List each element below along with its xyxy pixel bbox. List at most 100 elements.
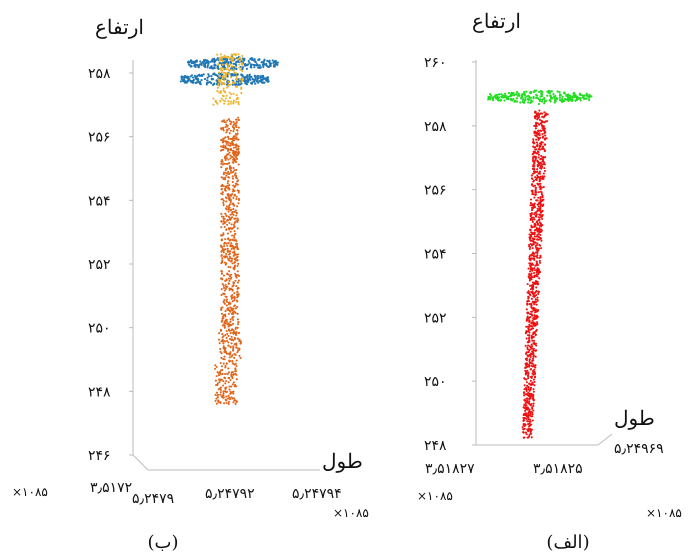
scatter-point [558, 93, 562, 96]
scatter-point [532, 404, 535, 407]
scatter-point [187, 63, 191, 66]
scatter-point [223, 402, 226, 405]
scatter-point [206, 64, 209, 67]
scatter-point [240, 58, 243, 61]
scatter-point [225, 131, 228, 134]
scatter-point [223, 241, 226, 244]
scatter-point [537, 153, 541, 156]
scatter-point [269, 64, 272, 68]
scatter-point [225, 162, 228, 166]
scatter-point [533, 368, 536, 371]
scatter-point [224, 340, 227, 343]
scatter-point [230, 100, 233, 103]
scatter-point [539, 167, 542, 170]
scatter-point [230, 355, 233, 358]
scatter-point [535, 303, 538, 306]
scatter-point [232, 390, 235, 393]
scatter-point [224, 126, 227, 129]
scatter-point [496, 98, 499, 101]
scatter-point [530, 99, 533, 102]
scatter-point [535, 152, 538, 155]
scatter-point [538, 218, 541, 221]
scatter-point [231, 140, 234, 143]
scatter-point [229, 309, 232, 312]
scatter-point [526, 399, 529, 402]
scatter-point [220, 262, 223, 265]
scatter-point [528, 394, 531, 397]
scatter-point [516, 94, 519, 97]
scatter-point [232, 208, 235, 211]
scatter-point [226, 247, 229, 250]
scatter-point [543, 150, 546, 153]
scatter-point [530, 278, 533, 281]
scatter-point [217, 338, 221, 341]
scatter-point [215, 83, 218, 86]
scatter-point [530, 310, 533, 313]
scatter-point [235, 168, 238, 172]
scatter-point [531, 362, 534, 365]
panel-b-scale-note-left: ×۱۰۸۵ [12, 485, 48, 499]
scatter-point [223, 90, 226, 93]
scatter-point [238, 354, 241, 357]
scatter-point [530, 216, 534, 219]
scatter-point [540, 204, 543, 207]
scatter-point [235, 378, 238, 381]
scatter-point [196, 80, 199, 83]
scatter-point [548, 99, 551, 102]
scatter-point [229, 199, 233, 202]
scatter-point [223, 346, 226, 350]
scatter-point [527, 337, 530, 340]
scatter-point [235, 244, 238, 247]
scatter-point [221, 333, 224, 336]
scatter-point [228, 396, 231, 399]
scatter-point [232, 322, 235, 325]
scatter-point [537, 238, 540, 241]
scatter-point [222, 392, 225, 395]
scatter-point [232, 332, 236, 335]
scatter-point [230, 171, 233, 174]
scatter-point [538, 209, 542, 212]
scatter-point [553, 101, 556, 104]
scatter-point [534, 355, 537, 358]
scatter-point [535, 263, 538, 266]
scatter-point [533, 203, 536, 206]
scatter-point [533, 235, 536, 238]
scatter-point [531, 407, 534, 410]
scatter-point [207, 74, 211, 78]
scatter-point [222, 126, 225, 129]
scatter-point [545, 137, 548, 140]
scatter-point [529, 353, 532, 356]
scatter-point [223, 355, 226, 358]
scatter-point [221, 338, 224, 341]
scatter-point [222, 274, 226, 277]
scatter-point [527, 329, 530, 332]
scatter-point [523, 93, 526, 96]
scatter-point [235, 401, 238, 404]
scatter-point [195, 59, 198, 62]
scatter-point [541, 158, 545, 161]
scatter-point [243, 76, 247, 80]
scatter-point [515, 100, 519, 103]
scatter-point [220, 308, 223, 312]
scatter-point [521, 98, 525, 101]
scatter-point [525, 351, 528, 354]
scatter-point [194, 65, 197, 68]
scatter-point [532, 293, 535, 296]
scatter-point [533, 331, 536, 334]
scatter-point [227, 127, 231, 130]
y-tick-label: ۲۵۶ [424, 183, 447, 199]
scatter-point [225, 174, 228, 177]
scatter-point [581, 94, 585, 97]
scatter-point [529, 91, 532, 95]
scatter-point [227, 367, 230, 370]
scatter-point [525, 417, 528, 420]
scatter-point [218, 371, 221, 374]
scatter-point [536, 209, 539, 212]
scatter-point [258, 58, 261, 61]
scatter-point [230, 242, 233, 245]
scatter-point [214, 364, 217, 367]
panel-alef-scale-note-left: ×۱۰۸۵ [417, 489, 453, 503]
scatter-point [229, 346, 232, 349]
scatter-point [190, 74, 194, 77]
scatter-point [237, 279, 240, 282]
